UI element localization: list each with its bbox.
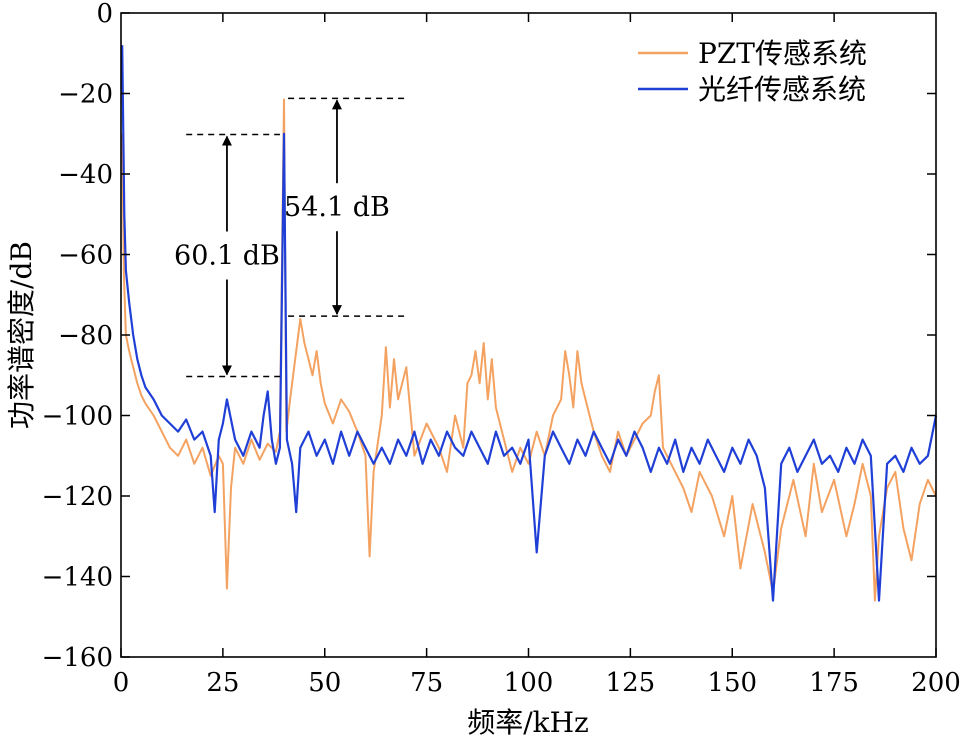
x-tick-label: 0 xyxy=(113,668,130,698)
series-layer xyxy=(121,45,938,602)
x-tick-label: 125 xyxy=(606,668,656,698)
series-line-pzt xyxy=(121,98,937,602)
annotation-label-54db: 54.1 dB xyxy=(284,192,390,223)
y-tick-label: −40 xyxy=(58,160,113,190)
y-tick-label: 0 xyxy=(96,0,113,29)
y-tick-label: −60 xyxy=(58,241,113,271)
y-tick-label: −80 xyxy=(58,321,113,351)
x-tick-label: 75 xyxy=(410,668,443,698)
annotation-label-60db: 60.1 dB xyxy=(174,241,280,272)
x-axis-title: 频率/kHz xyxy=(467,706,589,739)
x-tick-label: 50 xyxy=(308,668,341,698)
x-tick-label: 200 xyxy=(911,668,961,698)
x-tick-label: 150 xyxy=(707,668,757,698)
legend-label-pzt: PZT传感系统 xyxy=(698,37,867,70)
y-tick-label: −120 xyxy=(42,482,113,512)
axis-layer: 0 25 50 75 100 125 150 175 200 0 −20 −40 −60 −80 −100 −… xyxy=(42,0,961,698)
legend-label-fiber: 光纤传感系统 xyxy=(698,73,866,106)
x-tick-label: 25 xyxy=(206,668,239,698)
x-tick-label: 100 xyxy=(504,668,554,698)
x-tick-label: 175 xyxy=(809,668,859,698)
y-tick-label: −140 xyxy=(42,563,113,593)
y-tick-label: −160 xyxy=(42,643,113,673)
y-tick-label: −100 xyxy=(42,402,113,432)
series-line-fiber xyxy=(121,45,938,602)
y-axis-title: 功率谱密度/dB xyxy=(5,241,38,429)
legend: PZT传感系统 光纤传感系统 xyxy=(638,37,867,106)
y-tick-label: −20 xyxy=(58,80,113,110)
